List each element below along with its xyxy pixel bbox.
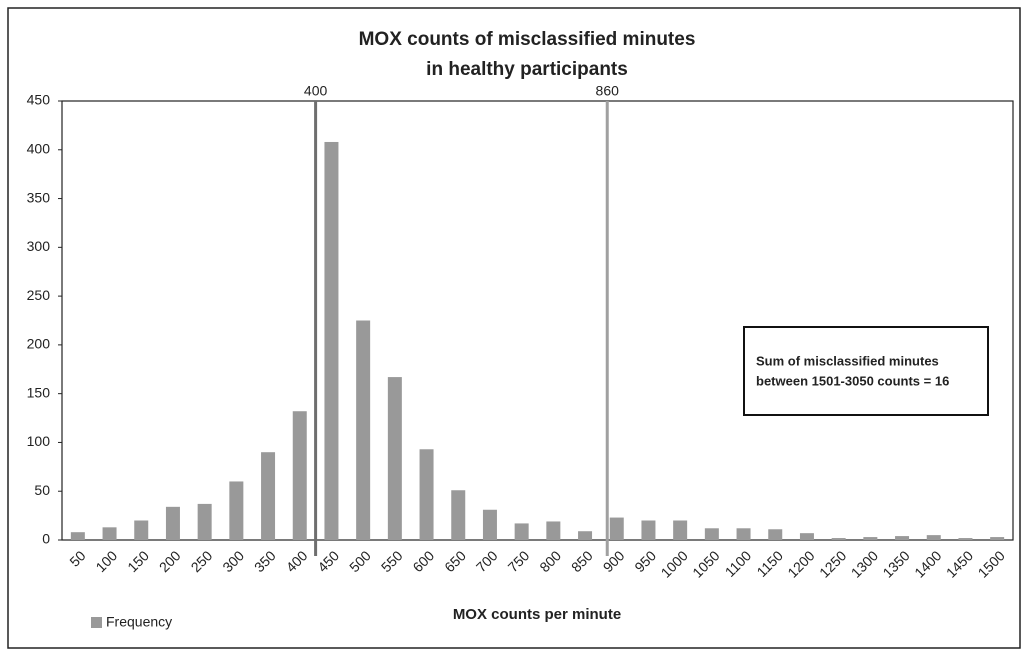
- x-tick-label: 1400: [911, 547, 944, 580]
- x-tick-label: 300: [219, 547, 247, 575]
- bar: [863, 537, 878, 540]
- legend-label: Frequency: [106, 614, 172, 630]
- y-tick-label: 50: [34, 482, 50, 498]
- bar: [387, 377, 402, 540]
- bar: [926, 535, 941, 540]
- y-tick-label: 0: [42, 531, 50, 547]
- plot-area: [61, 100, 1014, 541]
- y-tick-label: 200: [27, 336, 51, 352]
- bar: [356, 320, 371, 540]
- frame: [7, 7, 1021, 649]
- annotation: Sum of misclassified minutes: [756, 353, 939, 368]
- bar: [165, 506, 180, 540]
- x-tick-label: 550: [378, 547, 406, 575]
- y-tick-label: 450: [27, 92, 51, 108]
- x-axis-title: MOX counts per minute: [453, 606, 621, 623]
- x-tick-label: 900: [600, 547, 628, 575]
- bar: [102, 527, 117, 540]
- y-tick-label: 250: [27, 287, 51, 303]
- x-tick-label: 950: [631, 547, 659, 575]
- x-tick-label: 800: [536, 547, 564, 575]
- bar: [419, 449, 434, 540]
- x-tick-label: 200: [156, 547, 184, 575]
- bar: [514, 523, 529, 540]
- x-tick-label: 1200: [784, 547, 817, 580]
- x-tick-label: 1100: [722, 547, 755, 580]
- bar: [292, 411, 307, 540]
- x-tick-label: 250: [188, 547, 216, 575]
- x-tick-label: 600: [409, 547, 437, 575]
- bar: [546, 521, 561, 540]
- x-tick-label: 1000: [658, 547, 691, 580]
- x-tick-label: 150: [124, 547, 152, 575]
- bar: [641, 520, 656, 540]
- chart-title: MOX counts of misclassified minutes: [359, 29, 696, 50]
- x-tick-label: 700: [473, 547, 501, 575]
- y-tick-label: 300: [27, 238, 51, 254]
- bar: [895, 536, 910, 540]
- bar: [482, 509, 497, 540]
- bar: [799, 533, 814, 540]
- x-tick-label: 1350: [879, 547, 912, 580]
- bar: [70, 532, 85, 540]
- chart-title: in healthy participants: [426, 59, 628, 80]
- annotation-box: [743, 326, 989, 416]
- y-tick-label: 100: [27, 433, 51, 449]
- bar: [261, 452, 276, 540]
- annotation: between 1501-3050 counts = 16: [756, 373, 949, 388]
- x-tick-label: 1250: [816, 547, 849, 580]
- reference-label: 400: [304, 83, 328, 99]
- bar: [451, 490, 466, 540]
- bar: [197, 503, 212, 540]
- x-tick-label: 400: [283, 547, 311, 575]
- x-tick-label: 850: [568, 547, 596, 575]
- bar: [958, 538, 973, 540]
- bar: [229, 481, 244, 540]
- x-tick-label: 1300: [848, 547, 881, 580]
- y-tick-label: 150: [27, 384, 51, 400]
- x-tick-label: 50: [66, 547, 88, 569]
- bar: [578, 531, 593, 540]
- x-tick-label: 750: [505, 547, 533, 575]
- bar: [704, 528, 719, 540]
- legend-swatch: [91, 617, 102, 628]
- bar: [324, 141, 339, 540]
- bar: [134, 520, 149, 540]
- bar: [609, 517, 624, 540]
- x-tick-label: 1500: [975, 547, 1008, 580]
- x-tick-label: 650: [441, 547, 469, 575]
- bar: [736, 528, 751, 540]
- x-tick-label: 450: [314, 547, 342, 575]
- x-tick-label: 350: [251, 547, 279, 575]
- x-tick-label: 1050: [689, 547, 722, 580]
- bar: [990, 537, 1005, 540]
- x-tick-label: 1450: [943, 547, 976, 580]
- bar: [768, 529, 783, 540]
- x-tick-label: 500: [346, 547, 374, 575]
- y-tick-label: 400: [27, 140, 51, 156]
- x-tick-label: 100: [92, 547, 120, 575]
- bar: [673, 520, 688, 540]
- x-tick-label: 1150: [753, 547, 786, 580]
- reference-label: 860: [596, 83, 620, 99]
- bar: [831, 538, 846, 540]
- y-tick-label: 350: [27, 189, 51, 205]
